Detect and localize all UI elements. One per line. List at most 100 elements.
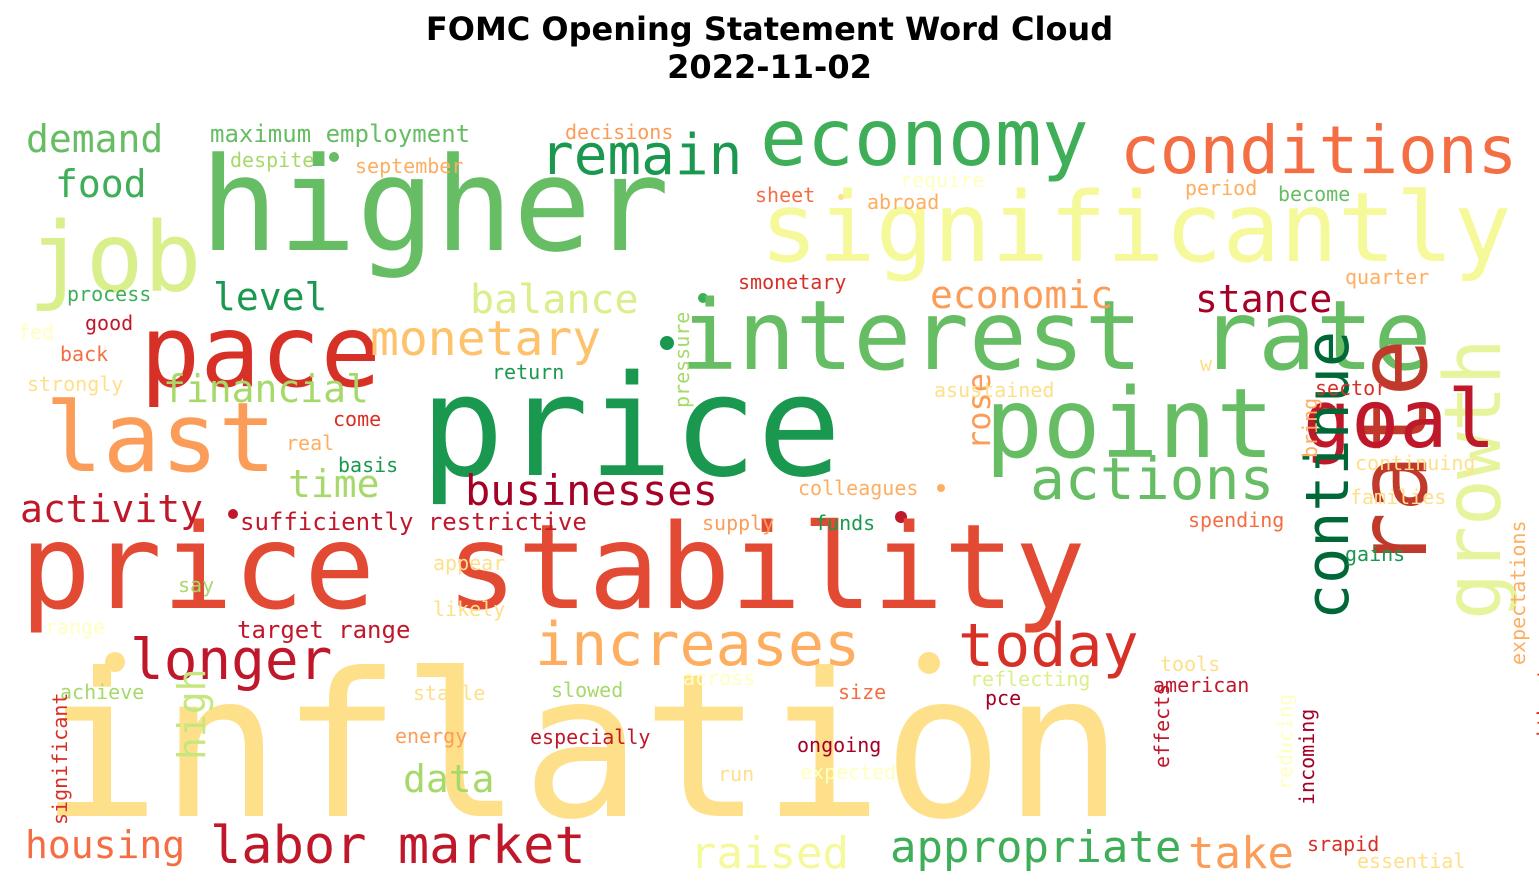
word-time: time — [288, 462, 380, 506]
decor-dot — [329, 152, 339, 162]
word-gains: gains — [1345, 542, 1406, 566]
word-range: range — [45, 615, 106, 639]
word-economy: economy — [760, 94, 1089, 184]
decor-dot — [895, 511, 907, 523]
word-september: september — [355, 154, 464, 178]
word-especially: especially — [530, 725, 651, 749]
word-significant: significant — [48, 692, 72, 825]
word-despite: despite — [230, 148, 315, 172]
word-sheet: sheet — [755, 183, 816, 207]
decor-dot — [937, 484, 945, 492]
word-require: require — [900, 168, 985, 192]
word-food: food — [55, 162, 147, 206]
word-sector: sector — [1315, 376, 1388, 400]
word-back: back — [60, 342, 109, 366]
chart-subtitle: 2022-11-02 — [667, 48, 872, 86]
word-supply: supply — [702, 511, 775, 535]
word-longer: longer — [130, 628, 333, 693]
word-financial: financial — [163, 367, 369, 411]
word-asustained: asustained — [934, 378, 1055, 402]
word-monetary: monetary — [370, 311, 602, 367]
word-energy: energy — [395, 724, 468, 748]
word-essential: essential — [1357, 849, 1466, 873]
word-demand: demand — [26, 117, 164, 161]
word-slowed: slowed — [551, 678, 624, 702]
word-w: w — [1200, 352, 1213, 376]
decor-dot — [838, 194, 844, 200]
word-smonetary: smonetary — [738, 270, 847, 294]
decor-dot — [105, 652, 125, 672]
word-balance: balance — [470, 277, 639, 323]
decor-dot — [918, 652, 940, 674]
word-last: last — [45, 382, 277, 494]
chart-title: FOMC Opening Statement Word Cloud — [425, 10, 1114, 48]
word-fed: fed — [18, 320, 55, 344]
word-actions: actions — [1030, 445, 1275, 513]
word-data: data — [403, 757, 495, 801]
word-reflecting: reflecting — [970, 667, 1091, 691]
word-tools: tools — [1160, 652, 1221, 676]
word-today: today — [958, 611, 1139, 681]
word-families: families — [1350, 485, 1447, 509]
word-point: point — [985, 368, 1274, 480]
word-srapid: srapid — [1307, 832, 1380, 856]
word-significantly: significantly — [760, 172, 1512, 284]
word-raised: raised — [690, 828, 849, 879]
decor-dot — [228, 509, 238, 519]
word-good: good — [85, 311, 134, 335]
word-increases: increases — [535, 610, 861, 680]
word-say: say — [178, 573, 215, 597]
word-american: american — [1153, 673, 1250, 697]
word-continue: continue — [1293, 331, 1363, 620]
word-strongly: strongly — [27, 372, 124, 396]
word-price-stability: price stability — [20, 498, 1086, 636]
word-expected: expected — [800, 760, 897, 784]
word-labor-market: labor market — [210, 816, 586, 876]
decor-dot — [698, 293, 708, 303]
word-ongoing: ongoing — [797, 733, 882, 757]
word-sufficiently-restrictive: sufficiently restrictive — [240, 508, 587, 536]
word-real: real — [286, 431, 335, 455]
word-target-range: target range — [237, 616, 411, 644]
word-goal: goal — [1303, 373, 1496, 466]
word-appropriate: appropriate — [890, 822, 1182, 873]
word-without: without — [1533, 667, 1539, 752]
word-spending: spending — [1188, 508, 1285, 532]
word-pce: pce — [985, 686, 1022, 710]
word-pressure: pressure — [670, 311, 694, 408]
word-bring: bring — [1298, 397, 1322, 458]
word-run: run — [718, 762, 755, 786]
word-size: size — [838, 680, 887, 704]
word-funds: funds — [815, 511, 876, 535]
word-maximum-employment: maximum employment — [210, 120, 471, 148]
word-come: come — [333, 407, 382, 431]
word-decisions: decisions — [565, 120, 674, 144]
word-inflation: inflation — [40, 631, 1124, 864]
word-housing: housing — [25, 823, 186, 867]
word-continuing: continuing — [1355, 451, 1476, 475]
word-likely: likely — [433, 597, 506, 621]
word-higher: higher — [200, 129, 670, 281]
word-achieve: achieve — [60, 680, 145, 704]
word-interest-rate: interest rate — [680, 280, 1432, 392]
word-expectations: expectations — [1506, 520, 1530, 666]
word-job: job — [28, 202, 202, 314]
word-quarter: quarter — [1345, 265, 1430, 289]
word-reducing: reducing — [1273, 693, 1297, 790]
word-abroad: abroad — [867, 190, 940, 214]
word-effects: effects — [1150, 683, 1174, 768]
word-economic: economic — [930, 273, 1114, 317]
word-incoming: incoming — [1295, 708, 1319, 805]
word-become: become — [1278, 182, 1351, 206]
word-take: take — [1188, 828, 1294, 879]
word-activity: activity — [20, 487, 204, 531]
word-remain: remain — [540, 123, 743, 188]
word-process: process — [67, 282, 152, 306]
word-conditions: conditions — [1120, 112, 1518, 189]
word-stable: stable — [413, 681, 486, 705]
word-pace: pace — [140, 293, 381, 410]
word-stance: stance — [1195, 277, 1333, 321]
word-price: price — [420, 346, 842, 509]
word-high: high — [170, 668, 214, 760]
